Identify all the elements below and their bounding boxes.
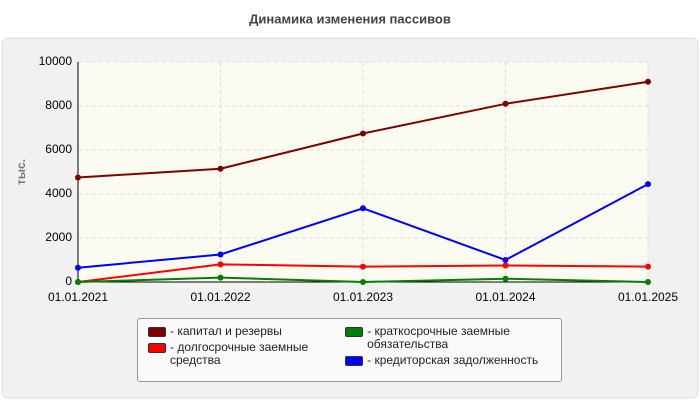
- data-point: [217, 274, 224, 281]
- x-tick-label: 01.01.2023: [333, 290, 393, 304]
- legend-item: - капитал и резервы: [148, 325, 331, 338]
- data-point: [360, 205, 366, 212]
- data-point: [645, 78, 651, 85]
- legend-item: - краткосрочные заемные обязательства: [345, 325, 553, 351]
- chart-title: Динамика изменения пассивов: [249, 11, 451, 26]
- data-point: [502, 257, 509, 263]
- data-point: [75, 279, 81, 285]
- data-point: [502, 100, 509, 107]
- legend-swatch: [148, 343, 166, 353]
- x-tick-label: 01.01.2021: [48, 290, 108, 304]
- data-point: [360, 130, 366, 137]
- x-tick-label: 01.01.2022: [190, 290, 250, 304]
- y-tick-label: 2000: [45, 230, 72, 244]
- data-point: [502, 262, 509, 269]
- legend-label: - кредиторская задолженность: [367, 353, 539, 367]
- legend-swatch: [345, 356, 364, 366]
- data-point: [217, 251, 224, 258]
- x-tick-label: 01.01.2024: [475, 290, 535, 304]
- legend-label: - долгосрочные заемные средства: [170, 340, 309, 367]
- data-point: [645, 279, 651, 285]
- legend-swatch: [345, 327, 364, 337]
- y-tick-label: 0: [65, 274, 72, 288]
- data-point: [645, 181, 651, 188]
- x-tick-label: 01.01.2025: [618, 290, 678, 304]
- data-point: [75, 174, 81, 181]
- legend-swatch: [148, 327, 166, 337]
- data-point: [217, 165, 224, 172]
- data-point: [360, 279, 366, 285]
- legend-column: - капитал и резервы - долгосрочные заемны…: [148, 325, 331, 381]
- legend: - капитал и резервы - долгосрочные заемны…: [137, 318, 562, 382]
- y-tick-label: 10000: [39, 54, 73, 68]
- data-point: [360, 263, 366, 270]
- y-tick-label: 4000: [45, 186, 72, 200]
- data-point: [217, 261, 224, 268]
- data-point: [75, 264, 81, 271]
- legend-item: - долгосрочные заемные средства: [148, 341, 331, 367]
- legend-label: - капитал и резервы: [170, 324, 282, 338]
- legend-column: - краткосрочные заемные обязательства - к…: [345, 325, 553, 381]
- legend-label: - краткосрочные заемные обязательства: [367, 324, 510, 351]
- y-tick-label: 6000: [45, 142, 72, 156]
- data-point: [645, 263, 651, 270]
- legend-item: - кредиторская задолженность: [345, 354, 553, 367]
- data-point: [502, 275, 509, 282]
- y-axis-label: тыс.: [14, 159, 28, 185]
- y-tick-label: 8000: [45, 98, 72, 112]
